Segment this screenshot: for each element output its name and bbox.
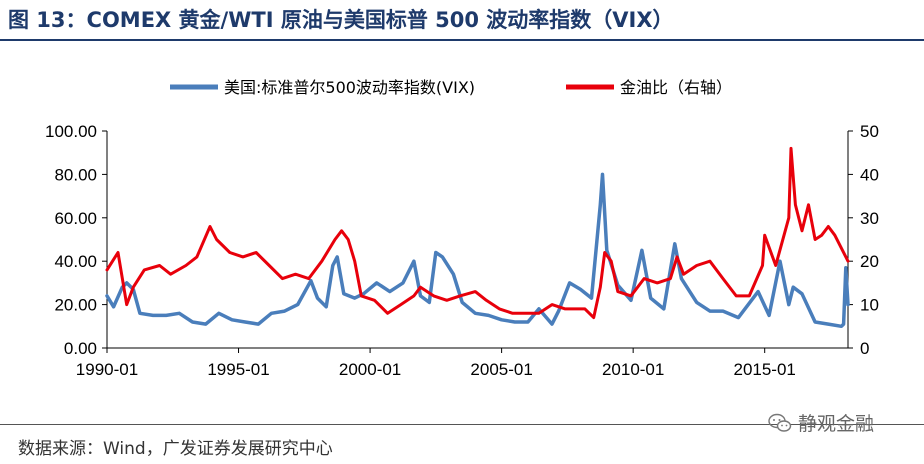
chart-legend: 美国:标准普尔500波动率指数(VIX) 金油比（右轴） xyxy=(170,78,732,97)
series-line-vix xyxy=(105,172,850,329)
y-right-tick-label: 30 xyxy=(860,209,879,228)
chart-axes: 0.00 20.00 40.00 60.00 80.00 100.00 0 10 20 30 40 5… xyxy=(45,122,879,379)
x-tick-label: 2005-01 xyxy=(470,360,532,379)
watermark: 静观金融 xyxy=(768,409,874,436)
watermark-label: 静观金融 xyxy=(798,413,875,435)
series-layer xyxy=(105,146,850,329)
y-right-tick-label: 50 xyxy=(860,122,879,141)
x-tick-label: 2015-01 xyxy=(733,360,795,379)
y-right-tick-label: 10 xyxy=(860,296,879,315)
x-tick-label: 1995-01 xyxy=(207,360,269,379)
chart-title: 图 13：COMEX 黄金/WTI 原油与美国标普 500 波动率指数（VIX） xyxy=(8,8,674,32)
y-left-tick-label: 40.00 xyxy=(54,252,97,271)
y-left-tick-label: 0.00 xyxy=(64,339,97,358)
y-right-tick-label: 20 xyxy=(860,252,879,271)
y-left-tick-label: 100.00 xyxy=(45,122,97,141)
legend-label: 金油比（右轴） xyxy=(620,78,732,97)
x-tick-label: 2010-01 xyxy=(602,360,664,379)
legend-label: 美国:标准普尔500波动率指数(VIX) xyxy=(224,78,475,97)
x-tick-label: 1990-01 xyxy=(76,360,138,379)
footer-divider xyxy=(0,424,924,425)
chart: 0.00 20.00 40.00 60.00 80.00 100.00 0 10 20 30 40 5… xyxy=(45,78,879,379)
y-left-tick-label: 80.00 xyxy=(54,165,97,184)
x-tick-label: 2000-01 xyxy=(339,360,401,379)
y-right-tick-label: 40 xyxy=(860,165,879,184)
y-left-tick-label: 60.00 xyxy=(54,209,97,228)
y-left-tick-label: 20.00 xyxy=(54,296,97,315)
title-divider xyxy=(0,39,924,41)
wechat-icon xyxy=(768,413,792,432)
series-line-gold-oil-ratio xyxy=(105,146,850,320)
y-right-tick-label: 0 xyxy=(860,339,869,358)
source-note: 数据来源：Wind，广发证券发展研究中心 xyxy=(18,439,333,459)
